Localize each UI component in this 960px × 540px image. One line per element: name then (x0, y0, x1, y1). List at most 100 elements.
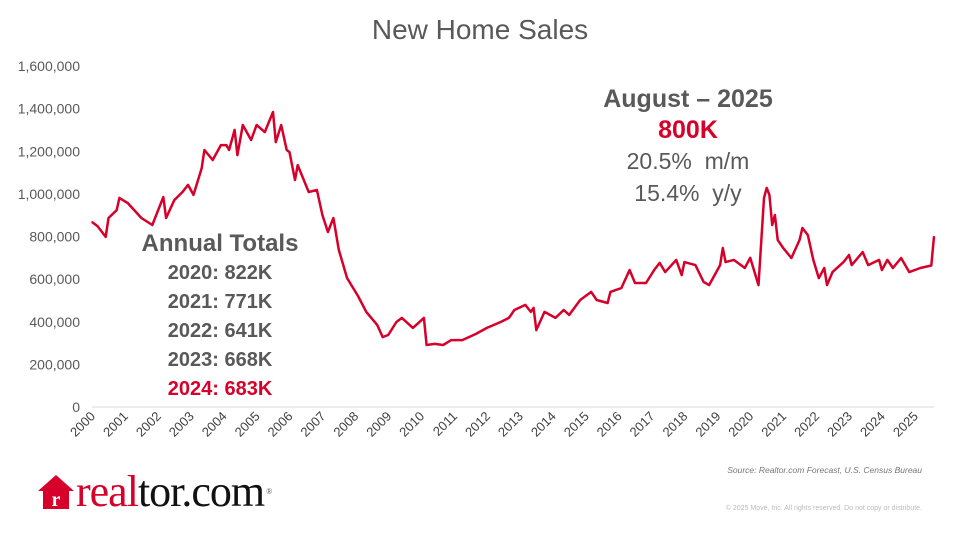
data-point (620, 287, 623, 289)
data-point (365, 311, 368, 313)
data-point (532, 307, 535, 309)
data-point (513, 309, 516, 311)
data-point (236, 154, 239, 156)
annual-total-row: 2020: 822K (167, 262, 273, 284)
data-point (776, 239, 779, 241)
data-point (104, 236, 107, 238)
data-point (173, 199, 176, 201)
data-point (486, 327, 488, 329)
data-point (653, 269, 655, 271)
data-point (524, 304, 527, 306)
data-point (848, 254, 850, 256)
data-point (118, 197, 121, 199)
data-point (645, 282, 647, 284)
data-point (233, 129, 236, 131)
data-point (782, 247, 784, 249)
data-point (861, 251, 864, 253)
data-point (812, 259, 815, 261)
data-point (434, 343, 436, 345)
data-point (818, 277, 820, 279)
data-points (91, 111, 935, 346)
data-point (798, 239, 801, 241)
data-point (774, 214, 776, 216)
data-point (115, 209, 118, 211)
latest-callout: August – 2025 800K 20.5% m/m 15.4% y/y (560, 84, 816, 209)
data-point (211, 159, 214, 161)
data-point (387, 334, 390, 336)
data-point (765, 187, 768, 189)
data-point (264, 131, 266, 133)
callout-yoy: 15.4% y/y (634, 180, 742, 206)
data-point (554, 317, 557, 319)
x-tick-label: 2014 (528, 409, 559, 440)
data-point (272, 111, 274, 113)
data-point (442, 344, 444, 346)
y-axis: 0 200,000 400,000 600,000 800,000 1,000,000 1,… (18, 58, 81, 415)
data-point (744, 267, 746, 269)
x-tick-label: 2004 (199, 409, 230, 440)
data-point (91, 221, 93, 223)
y-tick-label: 200,000 (29, 356, 80, 372)
data-point (96, 225, 99, 227)
x-tick-label: 2002 (133, 409, 164, 440)
x-tick-label: 2008 (330, 409, 361, 440)
data-point (919, 267, 922, 269)
data-point (162, 196, 165, 198)
data-point (790, 257, 793, 259)
data-point (708, 284, 710, 286)
data-point (722, 247, 724, 249)
data-point (450, 339, 453, 341)
data-point (807, 234, 809, 236)
data-point (461, 339, 464, 341)
data-point (886, 259, 889, 261)
copyright-note: © 2025 Move, Inc. All rights reserved. D… (725, 505, 922, 512)
data-point (255, 124, 258, 126)
data-point (702, 281, 705, 283)
data-point (850, 264, 853, 266)
x-tick-label: 2001 (100, 409, 131, 440)
data-point (826, 284, 828, 286)
data-point (867, 264, 869, 266)
annual-totals-heading: Annual Totals (141, 230, 299, 257)
svg-text:r: r (52, 489, 61, 511)
y-tick-label: 400,000 (29, 314, 80, 330)
data-point (376, 324, 379, 326)
data-point (719, 264, 721, 266)
x-tick-label: 2012 (462, 409, 493, 440)
annual-totals: Annual Totals 2020: 822K 2021: 771K 2022… (120, 229, 320, 404)
annual-total-row: 2022: 641K (167, 320, 273, 342)
data-point (140, 217, 143, 219)
x-tick-label: 2010 (396, 409, 427, 440)
callout-value: 800K (658, 116, 718, 144)
x-tick-label: 2015 (561, 409, 592, 440)
data-point (285, 149, 288, 151)
data-point (316, 189, 318, 191)
logo-part-torcom: tor.com (137, 467, 265, 516)
logo-wordmark: realtor.com ® (76, 467, 272, 516)
data-point (724, 261, 727, 263)
data-point (568, 314, 570, 316)
data-point (225, 144, 228, 146)
data-point (675, 259, 677, 261)
y-tick-label: 1,600,000 (18, 58, 80, 74)
data-point (294, 179, 296, 181)
data-point (590, 291, 592, 293)
data-point (242, 124, 244, 126)
data-point (107, 217, 110, 219)
y-tick-label: 1,400,000 (18, 101, 80, 117)
registered-mark: ® (266, 487, 272, 496)
data-point (733, 259, 735, 261)
data-point (757, 284, 760, 286)
data-point (535, 329, 538, 331)
x-tick-label: 2016 (594, 409, 625, 440)
data-point (250, 139, 252, 141)
data-point (338, 249, 340, 251)
x-tick-label: 2024 (857, 409, 888, 440)
data-point (381, 336, 384, 338)
data-point (680, 274, 683, 276)
data-point (908, 271, 911, 273)
data-point (423, 317, 425, 319)
data-point (307, 191, 310, 193)
y-tick-label: 1,200,000 (18, 143, 80, 159)
data-point (165, 217, 167, 219)
